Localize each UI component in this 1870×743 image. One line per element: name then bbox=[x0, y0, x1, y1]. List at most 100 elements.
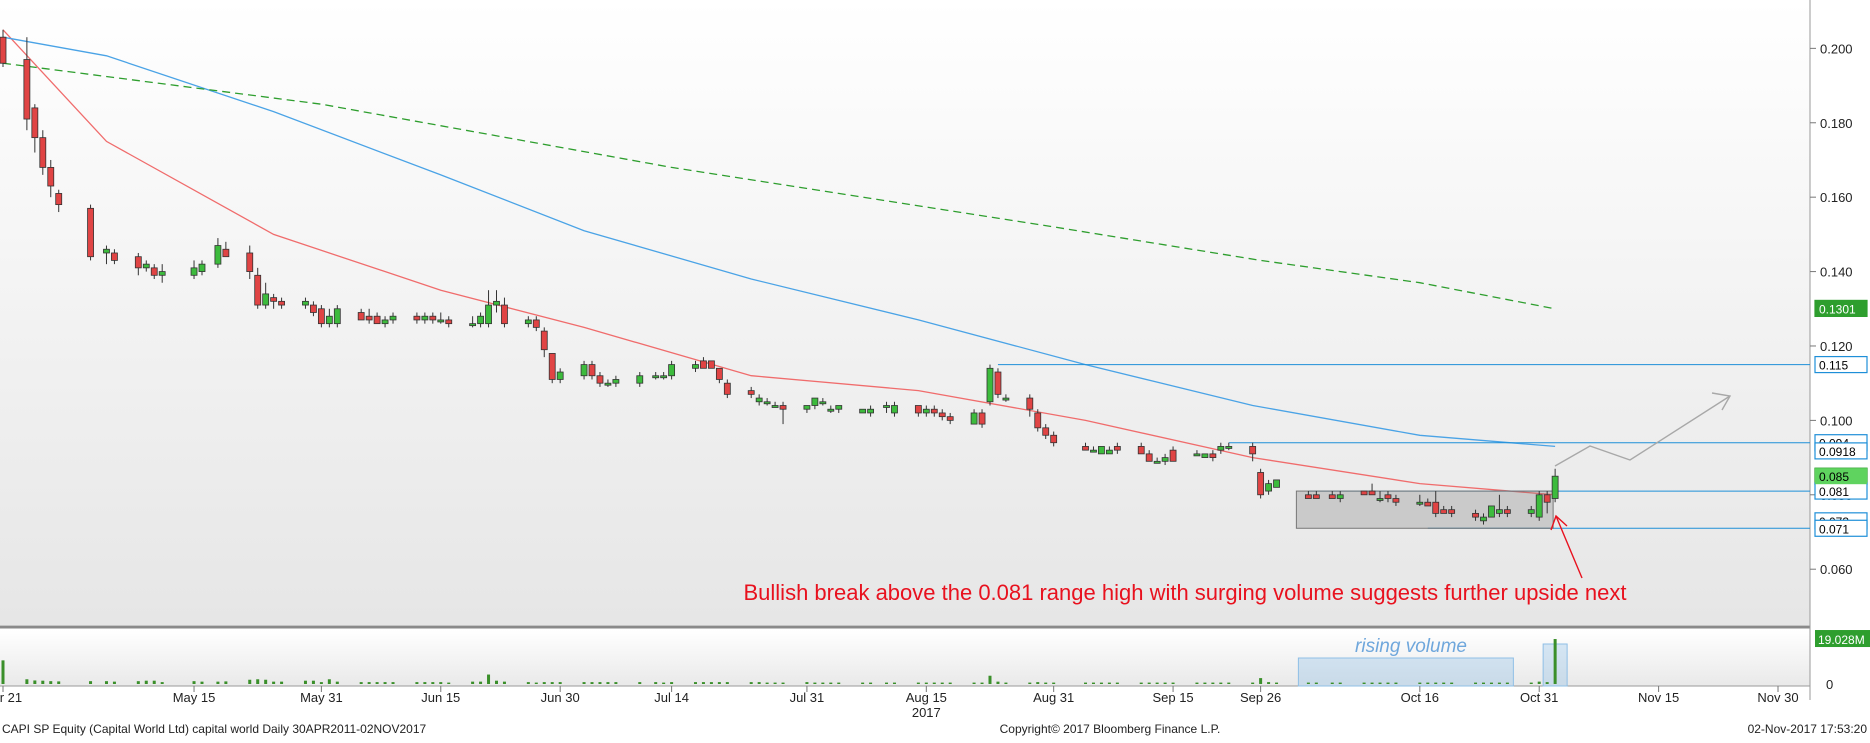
candle-body-2017-07-03 bbox=[580, 364, 588, 377]
volume-bar-2017-05-29 bbox=[303, 680, 307, 684]
volume-bar-2017-08-16 bbox=[932, 682, 936, 684]
volume-bar-2017-07-26 bbox=[765, 682, 769, 684]
volume-bar-2017-05-04 bbox=[104, 681, 108, 684]
volume-bar-2017-09-20 bbox=[1211, 682, 1215, 684]
volume-bar-2017-04-24 bbox=[25, 679, 29, 684]
volume-bar-2017-10-20 bbox=[1450, 682, 1454, 684]
candle-body-2017-07-25 bbox=[755, 397, 763, 403]
candle-body-2017-09-08 bbox=[1113, 446, 1121, 451]
candle-body-2017-05-25 bbox=[270, 297, 278, 302]
volume-bar-2017-08-30 bbox=[1044, 682, 1048, 684]
candle-body-2017-05-05 bbox=[111, 252, 118, 261]
candle-body-2017-06-20 bbox=[477, 315, 484, 325]
volume-bar-2017-05-30 bbox=[311, 680, 315, 684]
candle-body-2017-05-19 bbox=[222, 248, 230, 258]
volume-value-badge bbox=[1815, 630, 1870, 648]
candle-body-2017-05-29 bbox=[302, 300, 309, 306]
candle-body-2017-11-01 bbox=[1543, 494, 1551, 503]
volume-bar-2017-06-01 bbox=[327, 679, 331, 684]
candle-body-2017-08-17 bbox=[938, 412, 946, 418]
volume-bar-2017-06-13 bbox=[423, 682, 427, 684]
candle-body-2017-08-02 bbox=[819, 401, 827, 405]
volume-bar-2017-09-04 bbox=[1084, 682, 1088, 684]
annotation-arrow-head bbox=[1550, 514, 1568, 531]
volume-bar-2017-11-01 bbox=[1545, 682, 1549, 684]
candle-body-2017-08-07 bbox=[859, 408, 867, 414]
candle-body-2017-06-19 bbox=[469, 323, 477, 327]
volume-bar-2017-10-05 bbox=[1330, 682, 1334, 684]
volume-panel-bg bbox=[0, 630, 1810, 686]
price-tick-label-2: 0.160 bbox=[1820, 190, 1853, 205]
candle-body-2017-04-25 bbox=[31, 107, 39, 139]
candle-body-2017-10-19 bbox=[1440, 509, 1448, 514]
candle-body-2017-04-24 bbox=[23, 59, 31, 120]
volume-bar-2017-10-09 bbox=[1362, 682, 1366, 684]
candle-body-2017-08-28 bbox=[1026, 397, 1034, 410]
moving-average-green-dashed bbox=[2, 62, 1556, 310]
candle-body-2017-09-27 bbox=[1265, 483, 1272, 492]
price-tick-label-5: 0.100 bbox=[1820, 413, 1853, 428]
candle-body-2017-06-12 bbox=[413, 315, 421, 321]
candle-body-2017-05-10 bbox=[150, 267, 158, 276]
candle-body-2017-06-15 bbox=[437, 319, 445, 323]
volume-bar-2017-05-19 bbox=[224, 681, 228, 684]
footer-left: CAPI SP Equity (Capital World Ltd) capit… bbox=[2, 722, 427, 736]
volume-bar-2017-06-16 bbox=[447, 682, 451, 684]
volume-bar-2017-08-31 bbox=[1052, 682, 1056, 684]
candle-body-2017-09-06 bbox=[1098, 446, 1105, 455]
candle-body-2017-10-13 bbox=[1392, 498, 1400, 503]
candle-body-2017-09-19 bbox=[1201, 453, 1209, 458]
candle-body-2017-08-30 bbox=[1042, 427, 1050, 436]
volume-bar-2017-09-08 bbox=[1115, 682, 1119, 684]
price-tick-label-1: 0.180 bbox=[1820, 116, 1853, 131]
candle-body-2017-05-15 bbox=[190, 267, 198, 276]
price-tick-label-7: 0.060 bbox=[1820, 562, 1853, 577]
candle-body-2017-06-30 bbox=[556, 371, 564, 380]
candle-body-2017-10-30 bbox=[1527, 509, 1535, 514]
candle-body-2017-07-19 bbox=[708, 360, 715, 369]
candle-body-2017-10-09 bbox=[1360, 490, 1368, 496]
volume-bar-2017-09-06 bbox=[1099, 682, 1103, 684]
volume-bar-2017-10-23 bbox=[1474, 682, 1478, 684]
price-tick-label-0: 0.200 bbox=[1820, 41, 1853, 56]
volume-bar-2017-08-07 bbox=[861, 682, 865, 684]
volume-bar-2017-06-07 bbox=[375, 682, 379, 684]
volume-bar-2017-06-15 bbox=[439, 682, 443, 684]
volume-bar-2017-05-16 bbox=[200, 681, 204, 684]
volume-bar-2017-08-18 bbox=[948, 682, 952, 684]
last-price-badge-text: 0.085 bbox=[1819, 470, 1849, 484]
x-year-label: 2017 bbox=[912, 705, 941, 720]
candle-body-2017-06-01 bbox=[325, 315, 333, 325]
candle-body-2017-06-06 bbox=[365, 315, 373, 321]
volume-bar-2017-06-22 bbox=[494, 680, 498, 684]
volume-bar-2017-08-10 bbox=[885, 682, 889, 684]
volume-bar-2017-08-14 bbox=[916, 682, 920, 684]
price-tick-label-3: 0.140 bbox=[1820, 265, 1853, 280]
volume-bar-2017-06-14 bbox=[431, 682, 435, 684]
candle-body-2017-09-04 bbox=[1082, 446, 1089, 451]
volume-bar-2017-06-06 bbox=[367, 682, 371, 684]
candle-body-2017-08-22 bbox=[978, 412, 986, 425]
volume-bar-2017-05-05 bbox=[112, 681, 116, 684]
volume-bar-2017-06-28 bbox=[542, 682, 546, 684]
volume-bar-2017-06-26 bbox=[526, 682, 530, 684]
volume-bar-2017-05-02 bbox=[89, 681, 93, 684]
candle-body-2017-10-03 bbox=[1312, 494, 1320, 499]
volume-bar-2017-06-29 bbox=[550, 682, 554, 684]
candle-body-2017-07-17 bbox=[692, 364, 699, 369]
candle-body-2017-06-26 bbox=[524, 319, 532, 325]
x-tick-label-Oct 16: Oct 16 bbox=[1401, 690, 1439, 705]
volume-bar-2017-07-03 bbox=[582, 682, 586, 684]
candle-body-2017-07-31 bbox=[803, 405, 811, 410]
candle-body-2017-05-11 bbox=[158, 271, 166, 276]
volume-bar-2017-08-22 bbox=[980, 682, 984, 684]
volume-bar-2017-06-05 bbox=[359, 682, 363, 684]
volume-bar-2017-09-12 bbox=[1147, 682, 1151, 684]
x-tick-label-Jun 30: Jun 30 bbox=[541, 690, 580, 705]
right-label-box-0.0918 bbox=[1814, 442, 1868, 460]
candle-body-2017-04-26 bbox=[39, 137, 47, 168]
x-tick-label-Sep 26: Sep 26 bbox=[1240, 690, 1281, 705]
candle-body-2017-05-09 bbox=[142, 263, 150, 269]
candle-body-2017-06-09 bbox=[389, 315, 397, 321]
candle-body-2017-06-13 bbox=[421, 315, 429, 321]
